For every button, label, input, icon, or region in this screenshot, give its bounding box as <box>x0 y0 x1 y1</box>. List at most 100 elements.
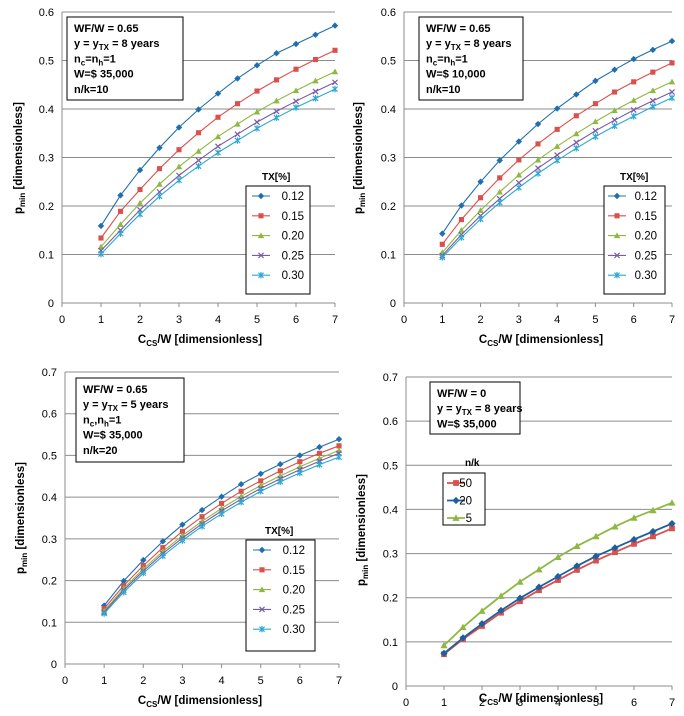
y-tick-label: 0.7 <box>383 372 398 384</box>
data-point-0.25 <box>535 165 541 172</box>
parameter-line: WF/W = 0.65 <box>83 384 148 396</box>
x-tick-label: 3 <box>179 675 185 687</box>
data-point-0.25 <box>630 106 637 113</box>
parameter-line: W=$ 10,000 <box>426 69 486 81</box>
data-point-20 <box>497 606 505 615</box>
parameter-box <box>75 377 185 463</box>
y-tick-label: 0.4 <box>381 104 396 116</box>
data-point-0.25 <box>592 127 599 134</box>
data-point-0.12 <box>496 157 503 164</box>
data-point-0.12 <box>159 538 167 545</box>
x-tick-label: 1 <box>439 314 445 326</box>
data-point-5 <box>573 542 581 549</box>
parameter-line: y = yTX = 8 years <box>437 403 522 417</box>
data-point-0.30 <box>535 170 541 177</box>
y-tick-label: 0.1 <box>383 637 398 649</box>
y-axis-label: pmin [dimensionless] <box>353 102 367 214</box>
legend-label: 0.12 <box>283 545 305 557</box>
parameter-line: WF/W = 0.65 <box>426 23 491 35</box>
data-point-0.12 <box>477 178 484 185</box>
data-point-0.30 <box>515 184 522 191</box>
data-point-0.25 <box>273 108 280 115</box>
data-point-0.12 <box>331 22 339 29</box>
data-point-0.20 <box>630 97 637 103</box>
data-point-0.12 <box>316 443 323 451</box>
y-tick-label: 0 <box>51 659 57 671</box>
legend-box <box>245 185 311 295</box>
data-point-0.12 <box>156 144 163 151</box>
x-tick-label: 3 <box>176 314 182 326</box>
data-point-50 <box>574 567 580 573</box>
legend-label: 0.20 <box>635 231 657 243</box>
data-point-0.30 <box>296 469 303 477</box>
data-point-0.25 <box>649 97 656 104</box>
data-point-0.30 <box>199 523 205 530</box>
x-tick-label: 1 <box>98 314 104 326</box>
data-point-0.12 <box>140 556 147 564</box>
data-point-0.25 <box>573 139 580 146</box>
legend-marker <box>452 514 460 521</box>
data-point-0.20 <box>312 77 319 84</box>
y-tick-label: 0 <box>48 298 54 310</box>
parameter-line: W=$ 35,000 <box>83 430 143 442</box>
data-point-0.20 <box>273 97 280 104</box>
data-point-5 <box>535 565 543 573</box>
chart-panel-3: 0 0.1 0.2 0.3 0.4 0.5 0.6 0.7 0 1 2 3 4 5 6 7 CCS/W [dim… <box>15 367 343 709</box>
data-point-0.30 <box>159 552 166 560</box>
data-point-20 <box>535 583 543 591</box>
parameter-line: y = yTX = 8 years <box>74 38 159 52</box>
y-tick-label: 0.3 <box>39 153 54 165</box>
legend-title: TX[%] <box>620 172 648 183</box>
data-point-0.15 <box>140 562 146 569</box>
data-point-20 <box>516 594 524 602</box>
data-point-0.12 <box>592 77 599 85</box>
data-point-5 <box>649 506 657 514</box>
data-point-0.15 <box>439 241 445 247</box>
data-point-0.25 <box>137 206 143 213</box>
parameter-line: n/k=10 <box>74 84 109 96</box>
data-point-50 <box>650 533 656 540</box>
data-point-0.15 <box>316 450 322 456</box>
data-point-0.15 <box>293 66 299 72</box>
data-point-0.20 <box>477 207 484 213</box>
legend-marker <box>613 192 621 200</box>
legend-label: 0.30 <box>283 624 305 636</box>
data-point-0.12 <box>237 481 245 488</box>
data-point-0.15 <box>156 166 163 172</box>
data-point-0.12 <box>296 452 304 459</box>
data-point-0.30 <box>234 137 241 144</box>
legend-marker <box>614 272 620 279</box>
legend-title: n/k <box>465 458 480 469</box>
data-point-0.20 <box>553 143 561 149</box>
legend-marker <box>258 272 264 279</box>
data-point-0.15 <box>297 459 303 465</box>
legend-marker <box>259 606 265 613</box>
y-tick-label: 0.2 <box>39 201 54 213</box>
data-point-50 <box>631 540 637 547</box>
x-tick-label: 7 <box>332 314 338 326</box>
legend-marker <box>614 213 620 219</box>
data-point-0.15 <box>478 195 484 201</box>
legend-box <box>442 472 486 526</box>
data-point-20 <box>611 544 619 552</box>
data-point-20 <box>554 572 562 581</box>
legend-box <box>603 185 666 295</box>
data-point-0.30 <box>316 461 323 468</box>
data-point-0.20 <box>234 120 241 127</box>
data-point-0.30 <box>101 610 108 617</box>
x-tick-label: 6 <box>293 314 299 326</box>
x-tick-label: 7 <box>669 314 675 326</box>
data-point-20 <box>573 562 581 570</box>
data-point-0.30 <box>218 510 225 518</box>
parameter-line: n/k=20 <box>83 445 118 457</box>
data-point-0.12 <box>439 230 446 237</box>
y-tick-label: 0.4 <box>39 104 54 116</box>
data-point-0.20 <box>214 133 222 140</box>
x-tick-label: 6 <box>297 675 303 687</box>
data-point-0.12 <box>214 90 222 97</box>
legend-marker <box>453 480 459 486</box>
data-point-0.12 <box>218 493 225 500</box>
y-tick-label: 0.4 <box>42 492 57 504</box>
y-tick-label: 0.3 <box>383 549 398 561</box>
